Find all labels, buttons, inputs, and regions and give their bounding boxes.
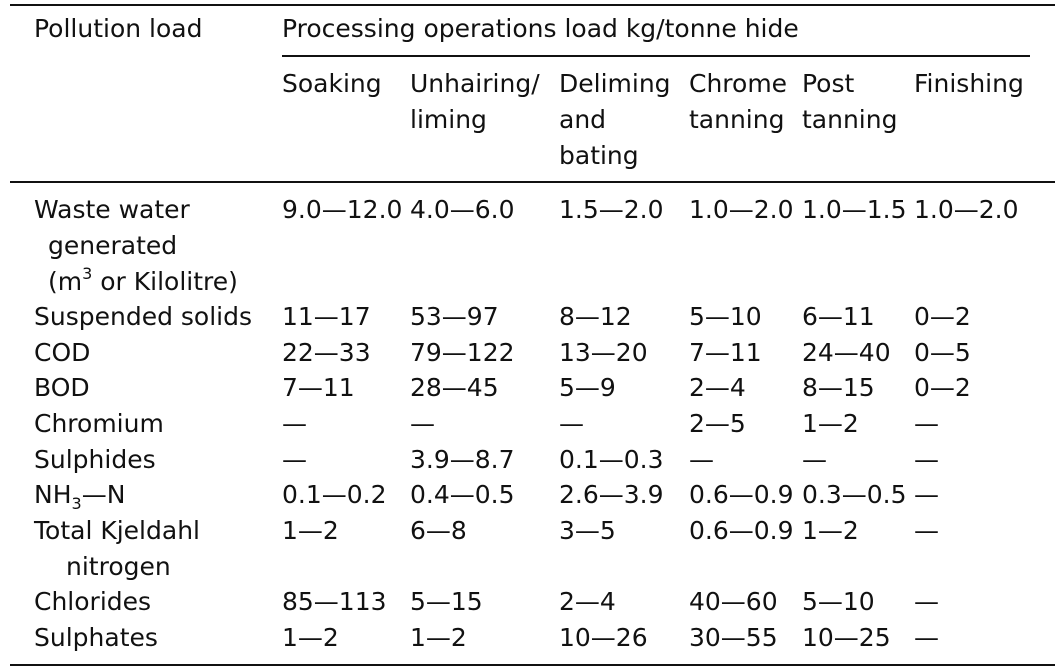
table-cell: 24—40 — [802, 338, 891, 367]
row-label-cod: COD — [34, 338, 91, 367]
column-header-post-tanning: Post tanning — [802, 69, 898, 134]
table-cell: 1—2 — [282, 516, 339, 545]
table-cell: 30—55 — [689, 623, 778, 652]
table-cell: 79—122 — [410, 338, 515, 367]
row-label-chromium: Chromium — [34, 409, 164, 438]
group-header: Processing operations load kg/tonne hide — [282, 14, 799, 43]
column-header-unhairing-liming: Unhairing/ liming — [410, 69, 540, 134]
row-label-nh3-n: NH3—N — [34, 480, 126, 513]
table-cell: 1—2 — [802, 516, 859, 545]
table-cell: 1—2 — [282, 623, 339, 652]
table-cell: 7—11 — [689, 338, 762, 367]
table-cell: — — [914, 445, 939, 474]
table-cell: 2—4 — [559, 587, 616, 616]
table-cell: 1.0—2.0 — [914, 195, 1019, 224]
row-label-sulphides: Sulphides — [34, 445, 156, 474]
table-cell: 6—11 — [802, 302, 875, 331]
table-cell: 0.4—0.5 — [410, 480, 515, 509]
table-cell: — — [559, 409, 584, 438]
table-cell: 8—15 — [802, 373, 875, 402]
column-header-finishing: Finishing — [914, 69, 1024, 98]
table-cell: 1—2 — [410, 623, 467, 652]
stub-header: Pollution load — [34, 14, 203, 43]
table-cell: — — [914, 623, 939, 652]
table-cell: 5—9 — [559, 373, 616, 402]
table-cell: 28—45 — [410, 373, 499, 402]
group-rule — [282, 55, 1030, 57]
row-label-sulphates: Sulphates — [34, 623, 158, 652]
table-cell: 40—60 — [689, 587, 778, 616]
table-cell: 11—17 — [282, 302, 371, 331]
bottom-rule — [10, 664, 1055, 666]
top-rule — [10, 4, 1055, 6]
table-cell: — — [282, 409, 307, 438]
table-cell: — — [914, 409, 939, 438]
table-cell: 3—5 — [559, 516, 616, 545]
row-label-waste-water: Waste water generated (m3 or Kilolitre) — [34, 195, 238, 296]
table-cell: — — [282, 445, 307, 474]
table-cell: 22—33 — [282, 338, 371, 367]
table-cell: 5—10 — [802, 587, 875, 616]
table-cell: 1.0—2.0 — [689, 195, 794, 224]
header-rule — [10, 181, 1055, 183]
table-cell: 2—4 — [689, 373, 746, 402]
table-cell: 0.1—0.2 — [282, 480, 387, 509]
row-label-total-kjeldahl-nitrogen: Total Kjeldahl nitrogen — [34, 516, 200, 581]
column-header-chrome-tanning: Chrome tanning — [689, 69, 788, 134]
table-cell: 5—10 — [689, 302, 762, 331]
table-cell: 0.3—0.5 — [802, 480, 907, 509]
table-cell: — — [914, 516, 939, 545]
table-cell: 10—26 — [559, 623, 648, 652]
table-cell: 6—8 — [410, 516, 467, 545]
table-cell: 0.1—0.3 — [559, 445, 664, 474]
table-cell: — — [914, 480, 939, 509]
table-cell: 3.9—8.7 — [410, 445, 515, 474]
table-cell: 1—2 — [802, 409, 859, 438]
table-cell: 85—113 — [282, 587, 387, 616]
table-cell: 2.6—3.9 — [559, 480, 664, 509]
table-cell: 8—12 — [559, 302, 632, 331]
table-cell: 0—2 — [914, 373, 971, 402]
table-cell: 2—5 — [689, 409, 746, 438]
table-cell: — — [802, 445, 827, 474]
table-cell: 4.0—6.0 — [410, 195, 515, 224]
table-cell: 0—2 — [914, 302, 971, 331]
table-cell: — — [914, 587, 939, 616]
table-cell: 9.0—12.0 — [282, 195, 403, 224]
table-cell: 0.6—0.9 — [689, 480, 794, 509]
table-cell: 1.0—1.5 — [802, 195, 907, 224]
table-cell: — — [410, 409, 435, 438]
row-label-bod: BOD — [34, 373, 90, 402]
table-cell: 13—20 — [559, 338, 648, 367]
row-label-suspended-solids: Suspended solids — [34, 302, 253, 331]
table-cell: 1.5—2.0 — [559, 195, 664, 224]
column-header-soaking: Soaking — [282, 69, 382, 98]
row-label-chlorides: Chlorides — [34, 587, 152, 616]
table-cell: 53—97 — [410, 302, 499, 331]
table-cell: 5—15 — [410, 587, 483, 616]
column-header-deliming-bating: Deliming and bating — [559, 69, 671, 170]
table-cell: 0—5 — [914, 338, 971, 367]
table-cell: 10—25 — [802, 623, 891, 652]
table-cell: — — [689, 445, 714, 474]
table-cell: 0.6—0.9 — [689, 516, 794, 545]
table-cell: 7—11 — [282, 373, 355, 402]
